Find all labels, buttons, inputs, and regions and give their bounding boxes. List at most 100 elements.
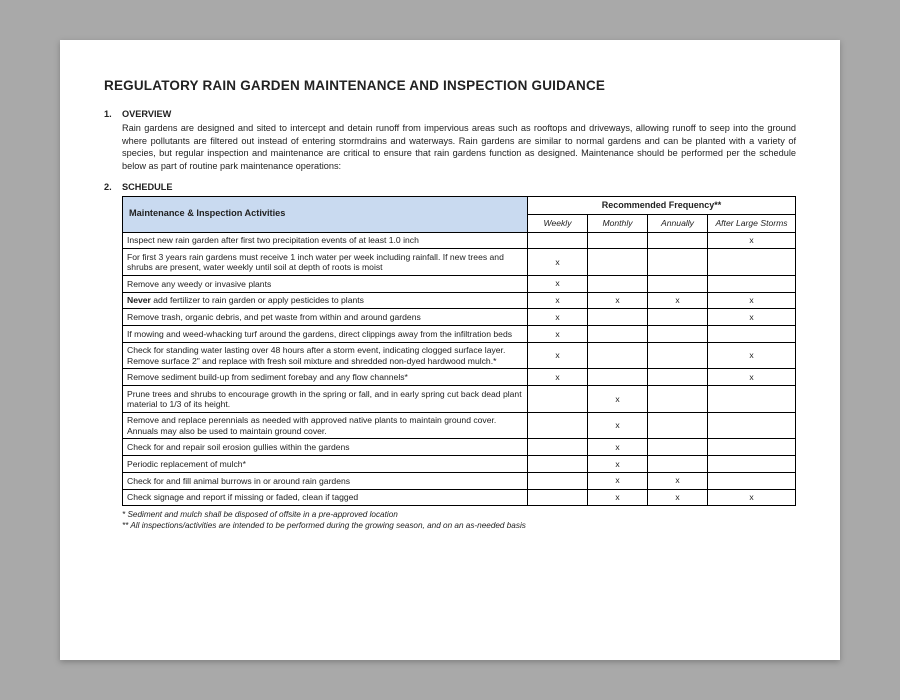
mark-cell: [648, 342, 708, 369]
activity-bold-prefix: Never: [127, 295, 151, 305]
section-body: SCHEDULE Maintenance & Inspection Activi…: [122, 182, 796, 532]
activity-cell: Remove trash, organic debris, and pet wa…: [123, 309, 528, 326]
mark-cell: [648, 326, 708, 343]
activity-cell: Check for and fill animal burrows in or …: [123, 472, 528, 489]
mark-cell: x: [588, 489, 648, 506]
col-after-storms: After Large Storms: [708, 214, 796, 232]
table-body: Inspect new rain garden after first two …: [123, 232, 796, 506]
mark-cell: x: [528, 249, 588, 276]
table-header-row: Maintenance & Inspection Activities Reco…: [123, 196, 796, 214]
activity-cell: Periodic replacement of mulch*: [123, 456, 528, 473]
footnote-2: ** All inspections/activities are intend…: [122, 521, 796, 532]
mark-cell: [588, 275, 648, 292]
mark-cell: x: [588, 456, 648, 473]
mark-cell: x: [588, 292, 648, 309]
table-row: Periodic replacement of mulch* x: [123, 456, 796, 473]
mark-cell: [588, 369, 648, 386]
table-row: For first 3 years rain gardens must rece…: [123, 249, 796, 276]
mark-cell: [648, 232, 708, 249]
mark-cell: [528, 232, 588, 249]
activity-cell: Inspect new rain garden after first two …: [123, 232, 528, 249]
activity-rest: add fertilizer to rain garden or apply p…: [151, 295, 364, 305]
mark-cell: [708, 472, 796, 489]
mark-cell: x: [648, 472, 708, 489]
activity-cell: Remove and replace perennials as needed …: [123, 412, 528, 439]
mark-cell: x: [528, 326, 588, 343]
mark-cell: x: [588, 472, 648, 489]
overview-text: Rain gardens are designed and sited to i…: [122, 122, 796, 172]
activity-cell: Check for and repair soil erosion gullie…: [123, 439, 528, 456]
table-row: Check for and fill animal burrows in or …: [123, 472, 796, 489]
mark-cell: [528, 456, 588, 473]
table-row: Never add fertilizer to rain garden or a…: [123, 292, 796, 309]
page-title: REGULATORY RAIN GARDEN MAINTENANCE AND I…: [104, 78, 796, 95]
activity-cell: Check signage and report if missing or f…: [123, 489, 528, 506]
activity-cell: Remove any weedy or invasive plants: [123, 275, 528, 292]
mark-cell: [648, 439, 708, 456]
schedule-table: Maintenance & Inspection Activities Reco…: [122, 196, 796, 507]
mark-cell: x: [588, 412, 648, 439]
mark-cell: [648, 412, 708, 439]
mark-cell: [588, 342, 648, 369]
footnote-1: * Sediment and mulch shall be disposed o…: [122, 510, 796, 521]
mark-cell: x: [528, 342, 588, 369]
activity-cell: Remove sediment build-up from sediment f…: [123, 369, 528, 386]
mark-cell: x: [528, 369, 588, 386]
section-body: OVERVIEW Rain gardens are designed and s…: [122, 109, 796, 172]
mark-cell: x: [588, 386, 648, 413]
mark-cell: x: [708, 292, 796, 309]
mark-cell: x: [588, 439, 648, 456]
activity-cell: If mowing and weed-whacking turf around …: [123, 326, 528, 343]
mark-cell: [588, 232, 648, 249]
mark-cell: [648, 275, 708, 292]
mark-cell: x: [708, 342, 796, 369]
mark-cell: [528, 439, 588, 456]
table-row: Prune trees and shrubs to encourage grow…: [123, 386, 796, 413]
mark-cell: [588, 326, 648, 343]
table-row: Check for and repair soil erosion gullie…: [123, 439, 796, 456]
mark-cell: [588, 249, 648, 276]
mark-cell: [708, 249, 796, 276]
section-number: 1.: [104, 109, 122, 172]
mark-cell: x: [528, 292, 588, 309]
mark-cell: [708, 386, 796, 413]
table-row: Remove any weedy or invasive plantsx: [123, 275, 796, 292]
mark-cell: x: [528, 275, 588, 292]
mark-cell: [648, 456, 708, 473]
mark-cell: x: [708, 309, 796, 326]
document-page: REGULATORY RAIN GARDEN MAINTENANCE AND I…: [60, 40, 840, 660]
table-row: Remove trash, organic debris, and pet wa…: [123, 309, 796, 326]
table-row: Remove sediment build-up from sediment f…: [123, 369, 796, 386]
col-annually: Annually: [648, 214, 708, 232]
footnotes: * Sediment and mulch shall be disposed o…: [122, 510, 796, 531]
mark-cell: [528, 386, 588, 413]
mark-cell: [648, 369, 708, 386]
mark-cell: [648, 249, 708, 276]
mark-cell: x: [708, 489, 796, 506]
table-row: If mowing and weed-whacking turf around …: [123, 326, 796, 343]
section-schedule: 2. SCHEDULE Maintenance & Inspection Act…: [104, 182, 796, 532]
section-heading: SCHEDULE: [122, 182, 796, 194]
activity-cell: For first 3 years rain gardens must rece…: [123, 249, 528, 276]
mark-cell: [648, 309, 708, 326]
section-number: 2.: [104, 182, 122, 532]
mark-cell: x: [528, 309, 588, 326]
col-weekly: Weekly: [528, 214, 588, 232]
table-row: Inspect new rain garden after first two …: [123, 232, 796, 249]
table-row: Remove and replace perennials as needed …: [123, 412, 796, 439]
mark-cell: [528, 412, 588, 439]
mark-cell: [708, 456, 796, 473]
section-overview: 1. OVERVIEW Rain gardens are designed an…: [104, 109, 796, 172]
activity-cell: Never add fertilizer to rain garden or a…: [123, 292, 528, 309]
mark-cell: [708, 326, 796, 343]
table-row: Check for standing water lasting over 48…: [123, 342, 796, 369]
mark-cell: x: [708, 232, 796, 249]
mark-cell: [528, 472, 588, 489]
mark-cell: [708, 439, 796, 456]
activity-cell: Check for standing water lasting over 48…: [123, 342, 528, 369]
mark-cell: [588, 309, 648, 326]
mark-cell: x: [708, 369, 796, 386]
mark-cell: [708, 412, 796, 439]
mark-cell: x: [648, 292, 708, 309]
mark-cell: [528, 489, 588, 506]
